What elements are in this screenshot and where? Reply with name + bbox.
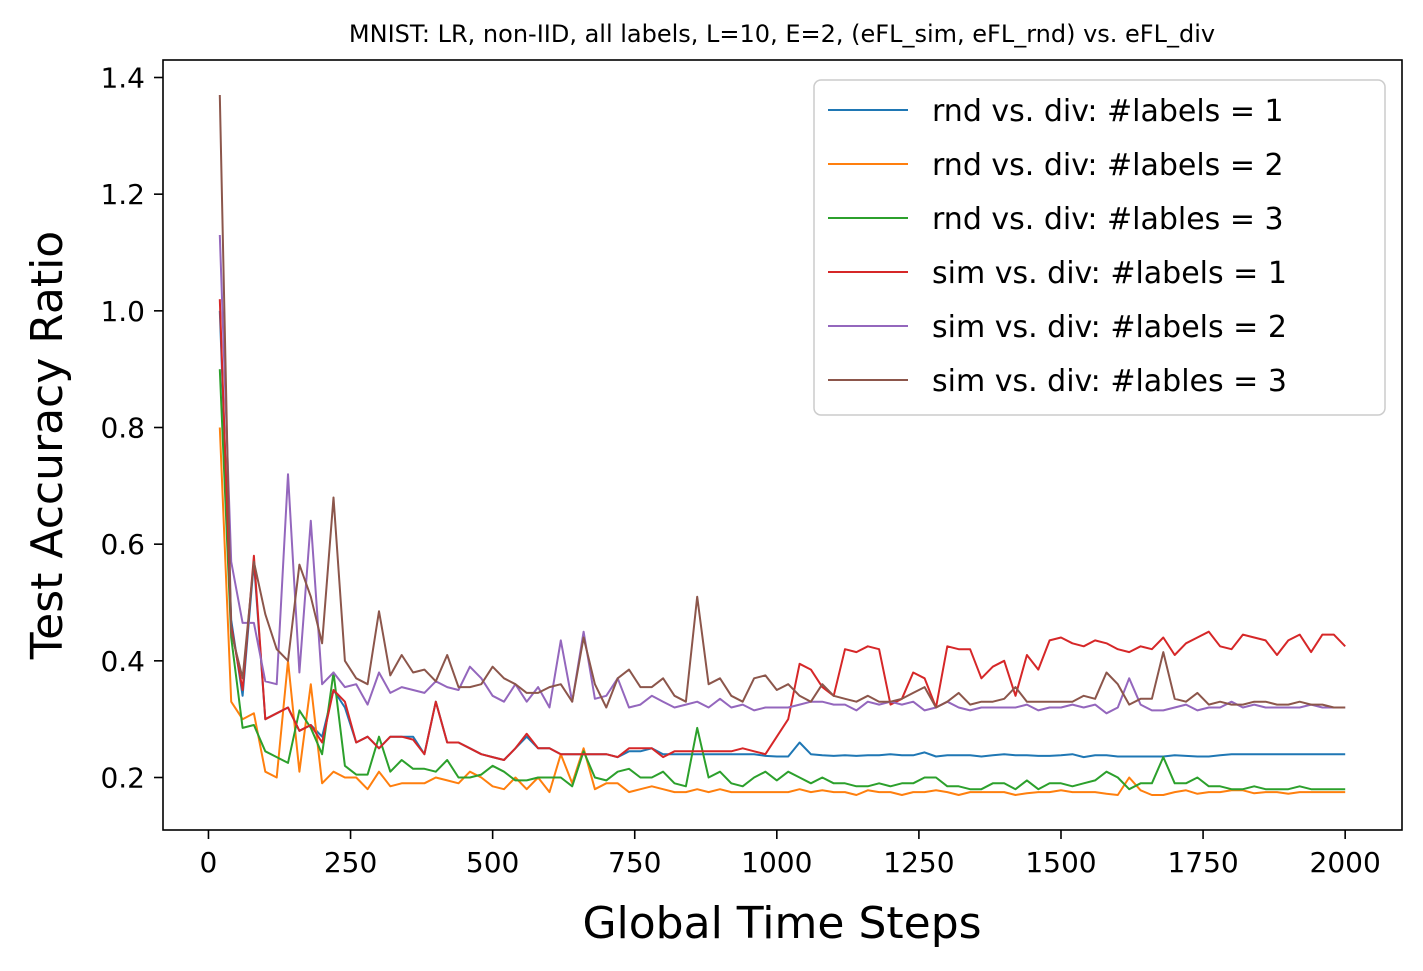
x-tick-label: 1250 [883,846,954,879]
series-line-2 [218,427,1346,796]
series-line-5 [218,234,1346,715]
series-line-4 [218,299,1346,761]
y-tick-label: 1.2 [100,178,145,211]
legend: rnd vs. div: #labels = 1 rnd vs. div: #la… [813,79,1386,416]
y-tick-label: 1.4 [100,62,145,95]
y-axis: 0.2 0.4 0.6 0.8 1.0 1.2 1.4 [100,62,163,795]
legend-label-4: sim vs. div: #labels = 1 [932,256,1287,291]
legend-label-1: rnd vs. div: #labels = 1 [932,94,1284,129]
legend-label-2: rnd vs. div: #labels = 2 [932,148,1284,183]
legend-label-3: rnd vs. div: #lables = 3 [932,202,1284,237]
y-tick-label: 0.4 [100,645,145,678]
series-lines [218,94,1346,796]
legend-label-5: sim vs. div: #labels = 2 [932,310,1287,345]
y-tick-label: 1.0 [100,295,145,328]
x-axis: 0 250 500 750 1000 1250 1500 1750 2000 [200,830,1381,879]
legend-box [813,79,1386,416]
x-tick-label: 0 [200,846,218,879]
y-tick-label: 0.8 [100,412,145,445]
series-line-1 [218,310,1346,761]
plot-frame [162,59,1403,831]
x-tick-label: 750 [608,846,661,879]
chart-title: MNIST: LR, non-IID, all labels, L=10, E=… [349,20,1215,48]
legend-label-6: sim vs. div: #lables = 3 [932,364,1287,399]
x-tick-label: 2000 [1310,846,1381,879]
series-line-3 [218,369,1346,791]
series-line-6 [218,94,1346,709]
y-axis-title: Test Accuracy Ratio [22,231,73,660]
x-tick-label: 1750 [1167,846,1238,879]
x-tick-label: 250 [324,846,377,879]
x-axis-title: Global Time Steps [582,898,981,949]
x-tick-label: 1500 [1025,846,1096,879]
y-tick-label: 0.2 [100,762,145,795]
x-tick-label: 1000 [741,846,812,879]
y-tick-label: 0.6 [100,528,145,561]
x-tick-label: 500 [466,846,519,879]
